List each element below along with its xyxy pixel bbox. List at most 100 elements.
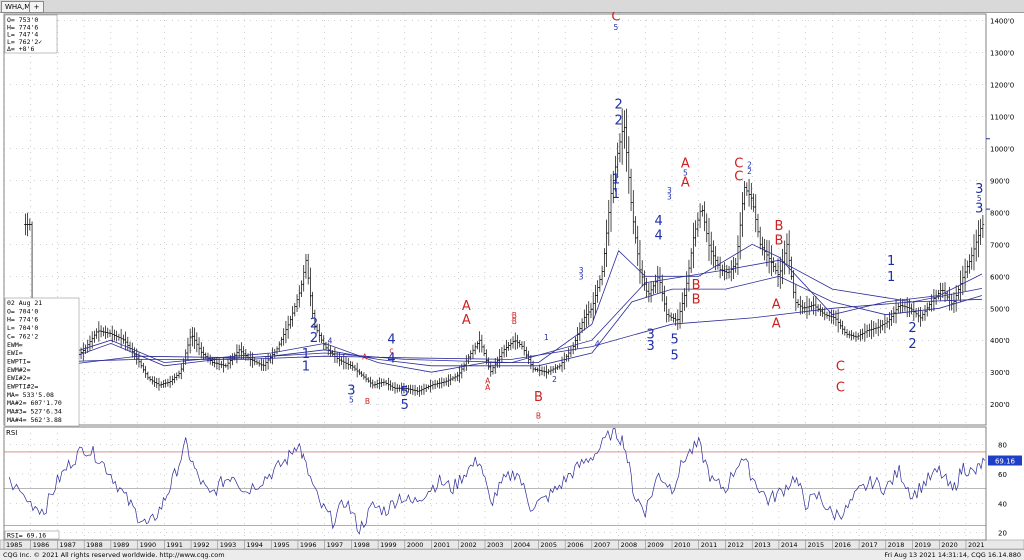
tab-bar: WHA,M +: [0, 0, 1024, 13]
wave-label: A: [681, 176, 690, 191]
year-label: 2003: [487, 541, 504, 549]
year-label: 1990: [140, 541, 157, 549]
wave-label: 4: [595, 340, 600, 349]
wave-label: c: [389, 346, 393, 355]
year-label: 2020: [941, 541, 958, 549]
wave-label: 4: [655, 214, 663, 229]
year-label: 2008: [621, 541, 638, 549]
year-label: 2017: [861, 541, 878, 549]
price-tick-label: 1400'0: [990, 17, 1014, 25]
wave-label: A: [485, 383, 491, 392]
add-tab-button[interactable]: +: [29, 1, 44, 13]
year-label: 2018: [888, 541, 905, 549]
cursor-value-line: EWI#2=: [7, 374, 31, 382]
year-label: 1988: [86, 541, 103, 549]
year-label: 2010: [674, 541, 691, 549]
year-label: 2009: [647, 541, 664, 549]
year-label: 2014: [781, 541, 798, 549]
year-label: 1998: [353, 541, 370, 549]
wave-label: 2: [908, 321, 916, 336]
wave-label: B: [512, 317, 517, 326]
cursor-value-line: 02 Aug 21: [7, 299, 42, 307]
year-label: 1987: [59, 541, 76, 549]
price-tick-label: 900'0: [990, 177, 1010, 185]
wave-label: 3: [579, 272, 584, 281]
price-tick-label: 1100'0: [990, 113, 1014, 121]
cursor-value-line: MA#2= 607'1.70: [7, 399, 62, 407]
wave-label: 3: [647, 339, 655, 354]
year-label: 2004: [514, 541, 531, 549]
cursor-value-line: L= 704'0: [7, 324, 38, 332]
wave-label: A: [681, 157, 690, 172]
quote-line: L= 747'4: [7, 31, 38, 39]
wave-label: 3: [667, 186, 672, 195]
rsi-frame: [3, 426, 987, 541]
rsi-panel-label: RSI: [6, 429, 17, 437]
price-tick-label: 200'0: [990, 401, 1010, 409]
rsi-tick-label: 80: [998, 442, 1007, 450]
wave-label: 2: [310, 331, 318, 346]
rsi-line: [8, 428, 985, 535]
price-panel: 200'0 300'0 400'0 500'0 600'0 700'0 800'0 900'0…: [0, 12, 1024, 549]
year-label: 1997: [327, 541, 344, 549]
wave-label: C: [836, 380, 845, 395]
cursor-value-line: MA#3= 527'6.34: [7, 408, 62, 416]
wave-label: 5: [401, 385, 409, 400]
wave-label: 1: [302, 347, 310, 362]
wave-label: 5: [683, 169, 688, 178]
chart-canvas[interactable]: 200'0 300'0 400'0 500'0 600'0 700'0 800'0 900'0…: [0, 12, 1024, 549]
wave-label: 1: [887, 270, 895, 285]
cursor-value-line: O= 704'0: [7, 307, 38, 315]
wave-label: A: [462, 313, 471, 328]
wave-label: B: [512, 311, 517, 320]
wave-label: 5: [401, 398, 409, 413]
year-label: 1991: [166, 541, 183, 549]
moving-average-ma-4: [30, 259, 983, 370]
wave-label: 4: [387, 352, 395, 367]
overlay-boxes: O= 753'0H= 774'6L= 747'4L= 762'2✓Δ= +8'6…: [4, 14, 80, 427]
rsi-tick-label: 60: [998, 471, 1007, 479]
cursor-value-line: EWPTI#2=: [7, 383, 38, 391]
year-label: 1986: [33, 541, 50, 549]
year-label: 2007: [594, 541, 611, 549]
quote-line: Δ= +8'6: [7, 45, 34, 53]
wave-label: A: [485, 376, 491, 385]
wave-label: A: [772, 297, 781, 312]
wave-label: 2: [747, 161, 752, 170]
year-label: 2015: [808, 541, 825, 549]
wave-label: 5: [671, 332, 679, 347]
quote-box: [4, 14, 58, 54]
wave-label: 3: [975, 201, 983, 216]
price-tick-label: 1300'0: [990, 49, 1014, 57]
year-label: 1993: [220, 541, 237, 549]
wave-label: 5: [671, 348, 679, 363]
wave-label: 4: [387, 332, 395, 347]
wave-label: B: [774, 219, 783, 234]
wave-label: C: [611, 12, 620, 24]
price-tick-label: 300'0: [990, 369, 1010, 377]
wave-label: B: [774, 233, 783, 248]
year-label: 2019: [915, 541, 932, 549]
cursor-value-line: MA#4= 562'3.88: [7, 416, 62, 424]
cursor-value-box: [4, 297, 80, 427]
status-bar: CQG Inc. © 2021 All rights reserved worl…: [0, 549, 1024, 560]
wave-label: 2: [908, 337, 916, 352]
moving-average-ma-3: [30, 298, 983, 363]
rsi-value-badge: [988, 455, 1022, 466]
year-label: 2002: [460, 541, 477, 549]
year-label: 2000: [407, 541, 424, 549]
wave-label: 2: [614, 97, 622, 112]
cursor-value-line: EWI=: [7, 349, 23, 357]
price-tick-label: 700'0: [990, 241, 1010, 249]
year-label: 1995: [273, 541, 290, 549]
rsi-tick-label: 40: [998, 500, 1007, 508]
wave-label: 5: [614, 23, 619, 32]
wave-label: 3: [347, 384, 355, 399]
cursor-value-line: EWPTI=: [7, 357, 31, 365]
wave-label: B: [536, 412, 541, 421]
timestamp-text: Fri Aug 13 2021 14:31:14, CQG 16.14.880: [884, 551, 1021, 559]
rsi-panel: 20 40 60 80 RSI 69.16 RSI= 69.16: [3, 426, 1022, 541]
wave-label: 3: [667, 193, 672, 202]
wave-label: 2: [310, 316, 318, 331]
wave-label: B: [692, 292, 701, 307]
